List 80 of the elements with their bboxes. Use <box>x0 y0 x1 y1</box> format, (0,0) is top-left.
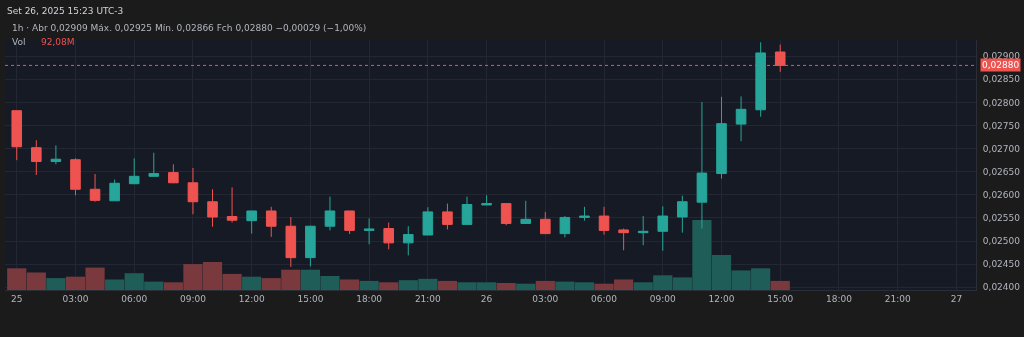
y-tick-label: 0,02650 <box>982 166 1021 177</box>
bar <box>339 279 360 290</box>
candlestick <box>226 186 238 224</box>
bar <box>437 280 458 290</box>
y-tick-label: 0,02400 <box>982 282 1021 293</box>
bar <box>46 278 66 290</box>
candlestick <box>207 188 218 228</box>
candlestick <box>657 205 669 252</box>
candlestick <box>481 194 492 206</box>
x-tick-label: 15:00 <box>767 293 794 304</box>
candlestick <box>285 216 297 268</box>
candlestick <box>540 211 551 235</box>
x-tick-label: 21:00 <box>884 293 911 304</box>
candlestick <box>265 206 277 238</box>
bar <box>535 280 555 290</box>
candlestick <box>11 110 23 161</box>
candlestick <box>618 228 629 251</box>
y-tick-label: 0,02800 <box>982 97 1021 108</box>
candlestick <box>696 101 708 230</box>
candlestick <box>579 206 590 222</box>
y-tick-label: 0,02600 <box>982 189 1021 200</box>
bar <box>359 280 379 290</box>
candlestick <box>442 203 453 230</box>
candlestick <box>50 144 62 165</box>
candlestick <box>305 225 316 267</box>
x-tick-label: 12:00 <box>708 293 735 304</box>
chart-title: Set 26, 2025 15:23 UTC-3 <box>7 6 124 16</box>
candlestick <box>383 222 394 250</box>
y-tick-label: 0,02850 <box>982 74 1021 85</box>
candlestick <box>344 210 355 235</box>
y-tick-label: 0,02550 <box>982 213 1021 224</box>
x-tick-label: 03:00 <box>532 293 559 304</box>
candlestick <box>461 196 473 225</box>
x-tick-label: 06:00 <box>121 293 148 304</box>
x-tick-label: 09:00 <box>649 293 677 304</box>
candlestick <box>148 152 160 177</box>
candlestick <box>735 95 747 142</box>
y-tick-label: 0,02700 <box>982 143 1021 154</box>
candlestick <box>500 203 512 226</box>
x-tick-label: 18:00 <box>356 293 383 304</box>
y-tick-label: 0,02500 <box>982 236 1021 247</box>
candlestick <box>402 225 414 256</box>
candlestick <box>598 206 610 236</box>
annotation: 92,08M <box>41 37 75 47</box>
candlestick <box>31 139 42 176</box>
x-tick-label: 21:00 <box>414 293 442 304</box>
candlestick <box>755 41 766 118</box>
x-tick-label: 12:00 <box>238 293 265 304</box>
candlestick <box>520 200 532 224</box>
y-tick-label: 0,02750 <box>982 120 1021 131</box>
x-tick-label: 15:00 <box>297 293 324 304</box>
bar <box>516 283 536 290</box>
bar <box>496 283 516 290</box>
candlestick <box>168 163 179 184</box>
x-tick-label: 03:00 <box>62 293 89 304</box>
bar <box>242 276 262 290</box>
candlestick <box>422 206 434 236</box>
candlestick <box>363 217 375 245</box>
chart-title: Vol <box>12 37 26 47</box>
x-tick-label: 09:00 <box>179 293 207 304</box>
x-tick-label: 06:00 <box>591 293 618 304</box>
bar <box>770 280 790 290</box>
candlestick <box>187 167 199 215</box>
candlestick <box>246 210 257 235</box>
bar <box>379 282 399 290</box>
candlestick <box>128 157 140 185</box>
candlestick <box>89 173 101 203</box>
x-tick-label: 27 <box>950 293 963 304</box>
candlestick <box>70 157 81 196</box>
candlestick <box>559 215 571 238</box>
candlestick <box>637 215 649 246</box>
x-tick-label: 26 <box>480 293 493 304</box>
candlestick <box>324 196 336 231</box>
y-tick-label: 0,02450 <box>982 259 1021 270</box>
x-tick-label: 18:00 <box>825 293 853 304</box>
ref-line-label: 0,02880 <box>982 60 1020 70</box>
x-tick-label: 25 <box>11 293 23 304</box>
candlestick <box>109 179 120 202</box>
candlestick <box>677 195 688 234</box>
chart-subtitle: 1h · Abr 0,02909 Máx. 0,02925 Mín. 0,02866 Fch 0,02880 −0,00029 (−1,00%) <box>12 23 367 33</box>
